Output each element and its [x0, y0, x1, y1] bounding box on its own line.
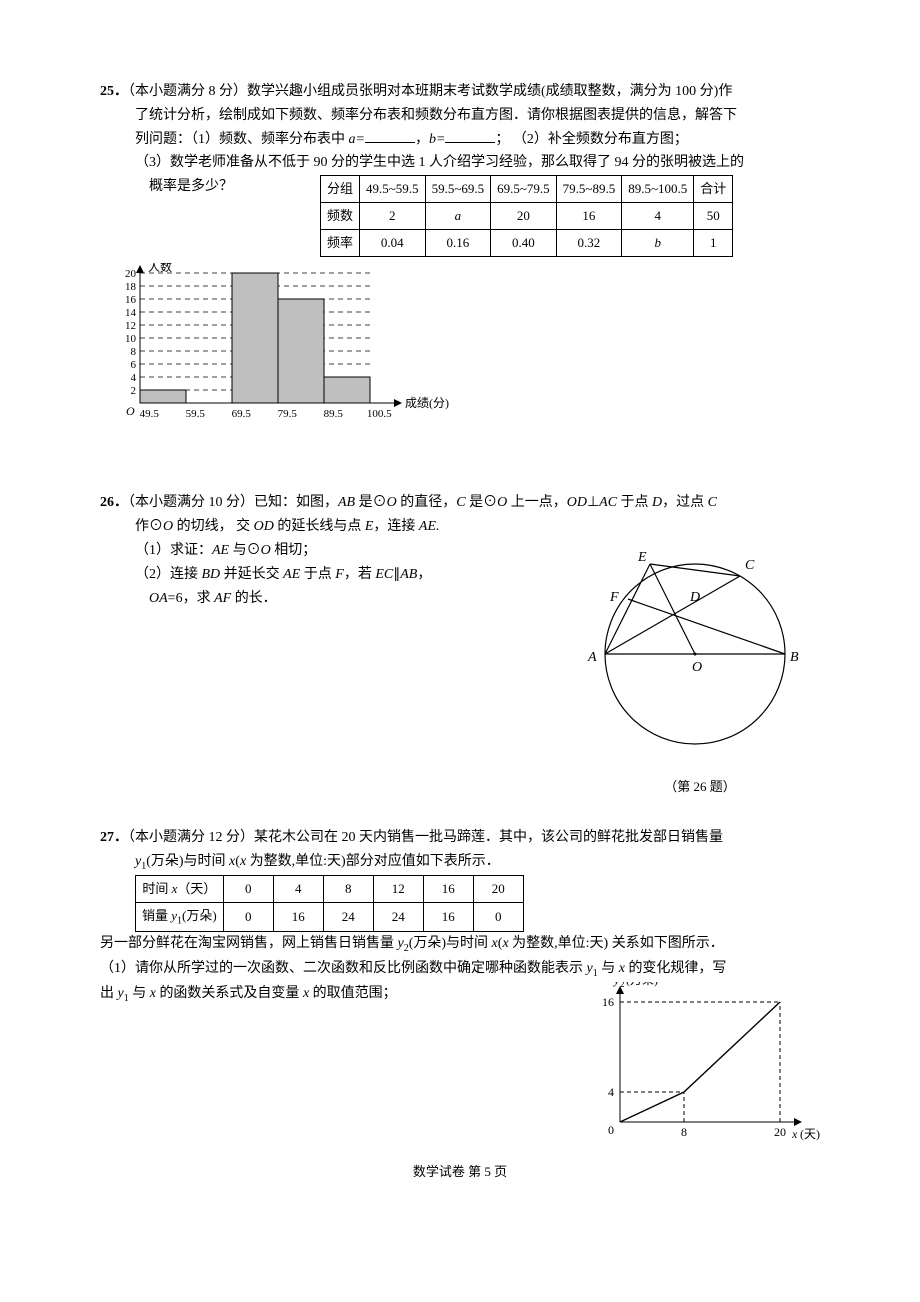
p25-freq-table: 分组49.5~59.559.5~69.569.5~79.579.5~89.589… — [320, 175, 733, 257]
p26-figure: A B O C E D F （第 26 题） — [580, 539, 820, 798]
p26-line1: 26．（本小题满分 10 分）已知：如图，AB 是⊙O 的直径，C 是⊙O 上一… — [100, 491, 820, 515]
p27-line2: y1(万朵)与时间 x(x 为整数,单位:天)部分对应值如下表所示． — [100, 850, 820, 875]
svg-text:D: D — [689, 590, 700, 605]
p27-table: 时间 x（天）048121620销量 y1(万朵)0162424160 — [135, 875, 524, 933]
svg-text:14: 14 — [125, 307, 137, 319]
p25-stem1: （本小题满分 8 分）数学兴趣小组成员张明对本班期末考试数学成绩(成绩取整数，满… — [128, 84, 732, 99]
p26-body-row: （1）求证：AE 与⊙O 相切； （2）连接 BD 并延长交 AE 于点 F，若… — [100, 539, 820, 798]
svg-text:人数: 人数 — [148, 263, 172, 274]
p26-q3: OA=6，求 AF 的长． — [100, 587, 550, 611]
p25-stem2: 了统计分析，绘制成如下频数、频率分布表和频数分布直方图．请你根据图表提供的信息，… — [100, 104, 820, 128]
p25-freq-table-wrap: 分组49.5~59.559.5~69.569.5~79.579.5~89.589… — [320, 175, 733, 257]
svg-text:100.5: 100.5 — [367, 408, 392, 420]
svg-text:4: 4 — [608, 1085, 614, 1099]
svg-text:O: O — [126, 404, 135, 418]
blank-a — [365, 129, 415, 143]
p26-q2: （2）连接 BD 并延长交 AE 于点 F，若 EC∥AB， — [100, 563, 550, 587]
p27-line3: 另一部分鲜花在淘宝网销售，网上销售日销售量 y2(万朵)与时间 x(x 为整数,… — [100, 932, 820, 957]
svg-text:20: 20 — [774, 1125, 786, 1139]
svg-text:4: 4 — [131, 372, 137, 384]
svg-text:8: 8 — [131, 346, 137, 358]
svg-text:12: 12 — [125, 320, 136, 332]
p26-caption: （第 26 题） — [580, 776, 820, 798]
svg-text:69.5: 69.5 — [232, 408, 252, 420]
svg-text:59.5: 59.5 — [186, 408, 206, 420]
p26-q1: （1）求证：AE 与⊙O 相切； — [100, 539, 550, 563]
p26-questions: （1）求证：AE 与⊙O 相切； （2）连接 BD 并延长交 AE 于点 F，若… — [100, 539, 550, 610]
svg-text:y: y — [613, 982, 620, 987]
p26-line2: 作⊙O 的切线， 交 OD 的延长线与点 E，连接 AE. — [100, 515, 820, 539]
p25-row: 概率是多少？ 分组49.5~59.559.5~69.569.5~79.579.5… — [100, 175, 820, 257]
svg-text:A: A — [587, 650, 597, 665]
svg-text:0: 0 — [608, 1123, 614, 1137]
svg-text:16: 16 — [602, 995, 614, 1009]
problem-26: 26．（本小题满分 10 分）已知：如图，AB 是⊙O 的直径，C 是⊙O 上一… — [100, 491, 820, 797]
svg-text:E: E — [637, 550, 647, 565]
svg-text:8: 8 — [681, 1125, 687, 1139]
svg-text:49.5: 49.5 — [140, 408, 160, 420]
p26-circle-diagram: A B O C E D F — [580, 539, 810, 759]
p25-line1: 25．（本小题满分 8 分）数学兴趣小组成员张明对本班期末考试数学成绩(成绩取整… — [100, 80, 820, 104]
svg-text:2: 2 — [131, 385, 137, 397]
svg-text:16: 16 — [125, 294, 137, 306]
svg-text:C: C — [745, 558, 755, 573]
page-footer: 数学试卷 第 5 页 — [100, 1161, 820, 1183]
problem-25: 25．（本小题满分 8 分）数学兴趣小组成员张明对本班期末考试数学成绩(成绩取整… — [100, 80, 820, 463]
svg-text:89.5: 89.5 — [324, 408, 344, 420]
p27-line1: 27．（本小题满分 12 分）某花木公司在 20 天内销售一批马蹄莲．其中，该公… — [100, 826, 820, 850]
p27-chart: y2(万朵) x(天) 0 4 16 8 20 — [580, 982, 820, 1161]
svg-text:x: x — [791, 1127, 798, 1141]
svg-text:B: B — [790, 650, 799, 665]
p27-table-wrap: 时间 x（天）048121620销量 y1(万朵)0162424160 — [100, 875, 820, 933]
svg-text:(天): (天) — [800, 1127, 820, 1141]
svg-text:F: F — [609, 590, 619, 605]
problem-27: 27．（本小题满分 12 分）某花木公司在 20 天内销售一批马蹄莲．其中，该公… — [100, 826, 820, 1007]
p25-number: 25． — [100, 84, 128, 99]
p25-histogram: 2468101214161820 人数 O 49.5 59.5 69.5 79.5 89.5 1… — [100, 263, 460, 463]
svg-text:(万朵): (万朵) — [626, 982, 658, 987]
svg-text:10: 10 — [125, 333, 137, 345]
svg-text:O: O — [692, 660, 702, 675]
p25-stem5: 概率是多少？ — [100, 175, 300, 199]
blank-b — [445, 129, 495, 143]
p25-stem3: 列问题：（1）频数、频率分布表中 a=，b=； （2）补全频数分布直方图； — [100, 128, 820, 152]
svg-text:79.5: 79.5 — [278, 408, 298, 420]
svg-text:6: 6 — [131, 359, 137, 371]
svg-text:20: 20 — [125, 268, 137, 280]
svg-text:2: 2 — [620, 982, 625, 989]
svg-text:18: 18 — [125, 281, 137, 293]
p27-line-chart: y2(万朵) x(天) 0 4 16 8 20 — [580, 982, 820, 1152]
p27-line4: （1）请你从所学过的一次函数、二次函数和反比例函数中确定哪种函数能表示 y1 与… — [100, 957, 820, 982]
p25-stem4: （3）数学老师准备从不低于 90 分的学生中选 1 人介绍学习经验，那么取得了 … — [100, 151, 820, 175]
histogram-svg: 2468101214161820 人数 O 49.5 59.5 69.5 79.5 89.5 1… — [100, 263, 460, 443]
svg-text:成绩(分): 成绩(分) — [405, 396, 449, 410]
